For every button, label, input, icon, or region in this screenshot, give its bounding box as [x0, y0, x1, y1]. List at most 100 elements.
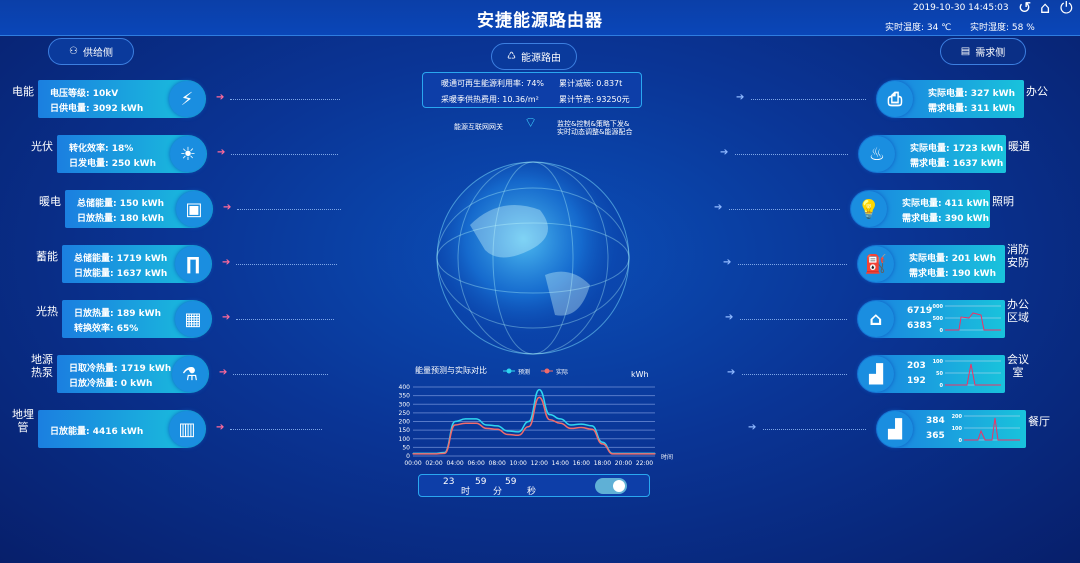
x-tick-label: 10:00 — [510, 460, 527, 467]
data-point — [517, 434, 519, 436]
info-panel: 暖通可再生能源利用率: 74% 累计减碳: 0.837t 采暖季供热费用: 10… — [422, 72, 642, 108]
router-icon: ⌔ — [524, 115, 538, 131]
demand-card[interactable]: ⌂ 6719 6383 1,000 500 0 — [857, 300, 1005, 338]
supply-line-1: 总储能量: 150 kWh — [77, 199, 164, 209]
timer-minutes: 59 — [475, 477, 487, 487]
home-icon[interactable]: ⌂ — [1040, 0, 1051, 17]
supply-line-1: 日放热量: 189 kWh — [74, 309, 161, 319]
supply-card[interactable]: 电压等级: 10kV 日供电量: 3092 kWh ⚡ — [38, 80, 206, 118]
data-point — [570, 427, 572, 429]
demand-actual: 实际电量: 327 kWh — [928, 89, 1015, 99]
data-point — [612, 453, 614, 455]
flow-arrow-icon: ➔ — [727, 367, 736, 378]
flow-arrow-icon: ➔ — [714, 202, 723, 213]
data-point — [654, 453, 656, 455]
mini-chart: 200 100 0 — [952, 414, 1020, 444]
supply-line-1: 日取冷热量: 1719 kWh — [69, 364, 172, 374]
gateway-desc-1: 监控&控制&策略下发& — [557, 120, 630, 128]
datetime: 2019-10-30 14:45:03 — [913, 3, 1009, 13]
y-tick-label: 350 — [399, 393, 411, 400]
flow-line — [230, 429, 322, 430]
globe — [436, 161, 630, 355]
demand-required: 365 — [926, 431, 945, 441]
humidity: 实时湿度: 58 % — [970, 23, 1035, 33]
supply-label: 供给侧 — [82, 48, 113, 59]
carbon-reduction: 累计减碳: 0.837t — [559, 79, 623, 88]
data-point — [433, 453, 435, 455]
desk-icon: ▟ — [858, 356, 894, 392]
x-tick-label: 18:00 — [594, 460, 611, 467]
supply-card[interactable]: 日取冷热量: 1719 kWh 日放冷热量: 0 kWh ⚗ — [57, 355, 209, 393]
supply-card[interactable]: 日放热量: 189 kWh 转换效率: 65% ▦ — [62, 300, 212, 338]
y-tick-label: 300 — [399, 401, 411, 408]
supply-card[interactable]: 转化效率: 18% 日发电量: 250 kWh ☀ — [57, 135, 207, 173]
data-point — [486, 424, 488, 426]
demand-card[interactable]: ♨ 实际电量: 1723 kWh 需求电量: 1637 kWh — [858, 135, 1006, 173]
data-point — [580, 426, 582, 429]
y-tick-label: 50 — [402, 444, 410, 451]
supply-label-5: 地源热泵 — [31, 353, 53, 379]
data-point — [507, 433, 509, 436]
temperature: 实时温度: 34 ℃ — [885, 23, 952, 33]
mini-tick: 0 — [959, 438, 963, 444]
data-point — [559, 418, 561, 420]
data-point — [559, 422, 561, 424]
demand-card[interactable]: 💡 实际电量: 411 kWh 需求电量: 390 kWh — [850, 190, 990, 228]
energy-router-button[interactable]: ♺ 能源路由 — [491, 43, 577, 70]
data-point — [528, 420, 530, 423]
flow-arrow-icon: ➔ — [222, 312, 231, 323]
extinguisher-icon: ⛽ — [858, 246, 894, 282]
mini-tick: 100 — [952, 426, 963, 432]
supply-line-2: 日供电量: 3092 kWh — [50, 104, 144, 114]
back-icon[interactable]: ↺ — [1018, 0, 1032, 17]
demand-label-6: 餐厅 — [1028, 415, 1050, 428]
buried-pipe-icon: ▥ — [169, 411, 205, 447]
x-tick-label: 20:00 — [615, 460, 632, 467]
supply-card[interactable]: 总储能量: 150 kWh 日放热量: 180 kWh ▣ — [65, 190, 213, 228]
demand-card[interactable]: ▟ 384 365 200 100 0 — [876, 410, 1026, 448]
flow-line — [237, 209, 341, 210]
flow-line — [740, 319, 847, 320]
demand-required: 需求电量: 1637 kWh — [910, 159, 1004, 169]
data-point — [528, 426, 530, 428]
supply-card[interactable]: 总储能量: 1719 kWh 日放能量: 1637 kWh ∏ — [62, 245, 212, 283]
demand-card[interactable]: ⎙ 实际电量: 327 kWh 需求电量: 311 kWh — [876, 80, 1024, 118]
data-point — [622, 453, 625, 455]
timer-seconds: 59 — [505, 477, 517, 487]
data-point — [454, 424, 456, 426]
mini-tick: 500 — [933, 316, 944, 322]
data-point — [549, 414, 551, 416]
data-point — [496, 428, 498, 430]
lightning-icon: ⚡ — [169, 81, 205, 117]
flow-line — [729, 209, 840, 210]
demand-card[interactable]: ▟ 203 192 100 50 0 — [857, 355, 1005, 393]
supply-label-6: 地埋管 — [12, 408, 34, 434]
flow-line — [236, 264, 337, 265]
supply-label-1: 光伏 — [31, 140, 53, 153]
mini-chart: 1,000 500 0 — [929, 304, 1001, 334]
power-icon[interactable]: ⏻ — [1060, 0, 1073, 17]
demand-side-button[interactable]: ▤ 需求侧 — [940, 38, 1026, 65]
data-point — [591, 425, 593, 427]
supply-line-2: 日放能量: 1637 kWh — [74, 269, 168, 279]
legend-label: 实际 — [556, 368, 568, 376]
demand-actual: 203 — [907, 361, 926, 371]
supply-line-1: 转化效率: 18% — [69, 144, 134, 154]
auto-toggle[interactable] — [595, 478, 627, 494]
supply-card[interactable]: 日放能量: 4416 kWh ▥ — [38, 410, 206, 448]
flow-line — [751, 99, 866, 100]
demand-card[interactable]: ⛽ 实际电量: 201 kWh 需求电量: 190 kWh — [857, 245, 1005, 283]
data-point — [601, 441, 603, 443]
timer-panel: 23 时 59 分 59 秒 — [418, 474, 650, 497]
data-point — [517, 431, 519, 433]
data-point — [538, 396, 540, 398]
flow-arrow-icon: ➔ — [217, 147, 226, 158]
data-point — [454, 420, 456, 423]
flow-line — [735, 154, 848, 155]
hvac-icon: ♨ — [859, 136, 895, 172]
demand-actual: 实际电量: 411 kWh — [902, 199, 989, 209]
mini-tick: 200 — [952, 414, 963, 420]
supply-side-button[interactable]: ⚇ 供给侧 — [48, 38, 134, 65]
supply-label-2: 暖电 — [39, 195, 61, 208]
